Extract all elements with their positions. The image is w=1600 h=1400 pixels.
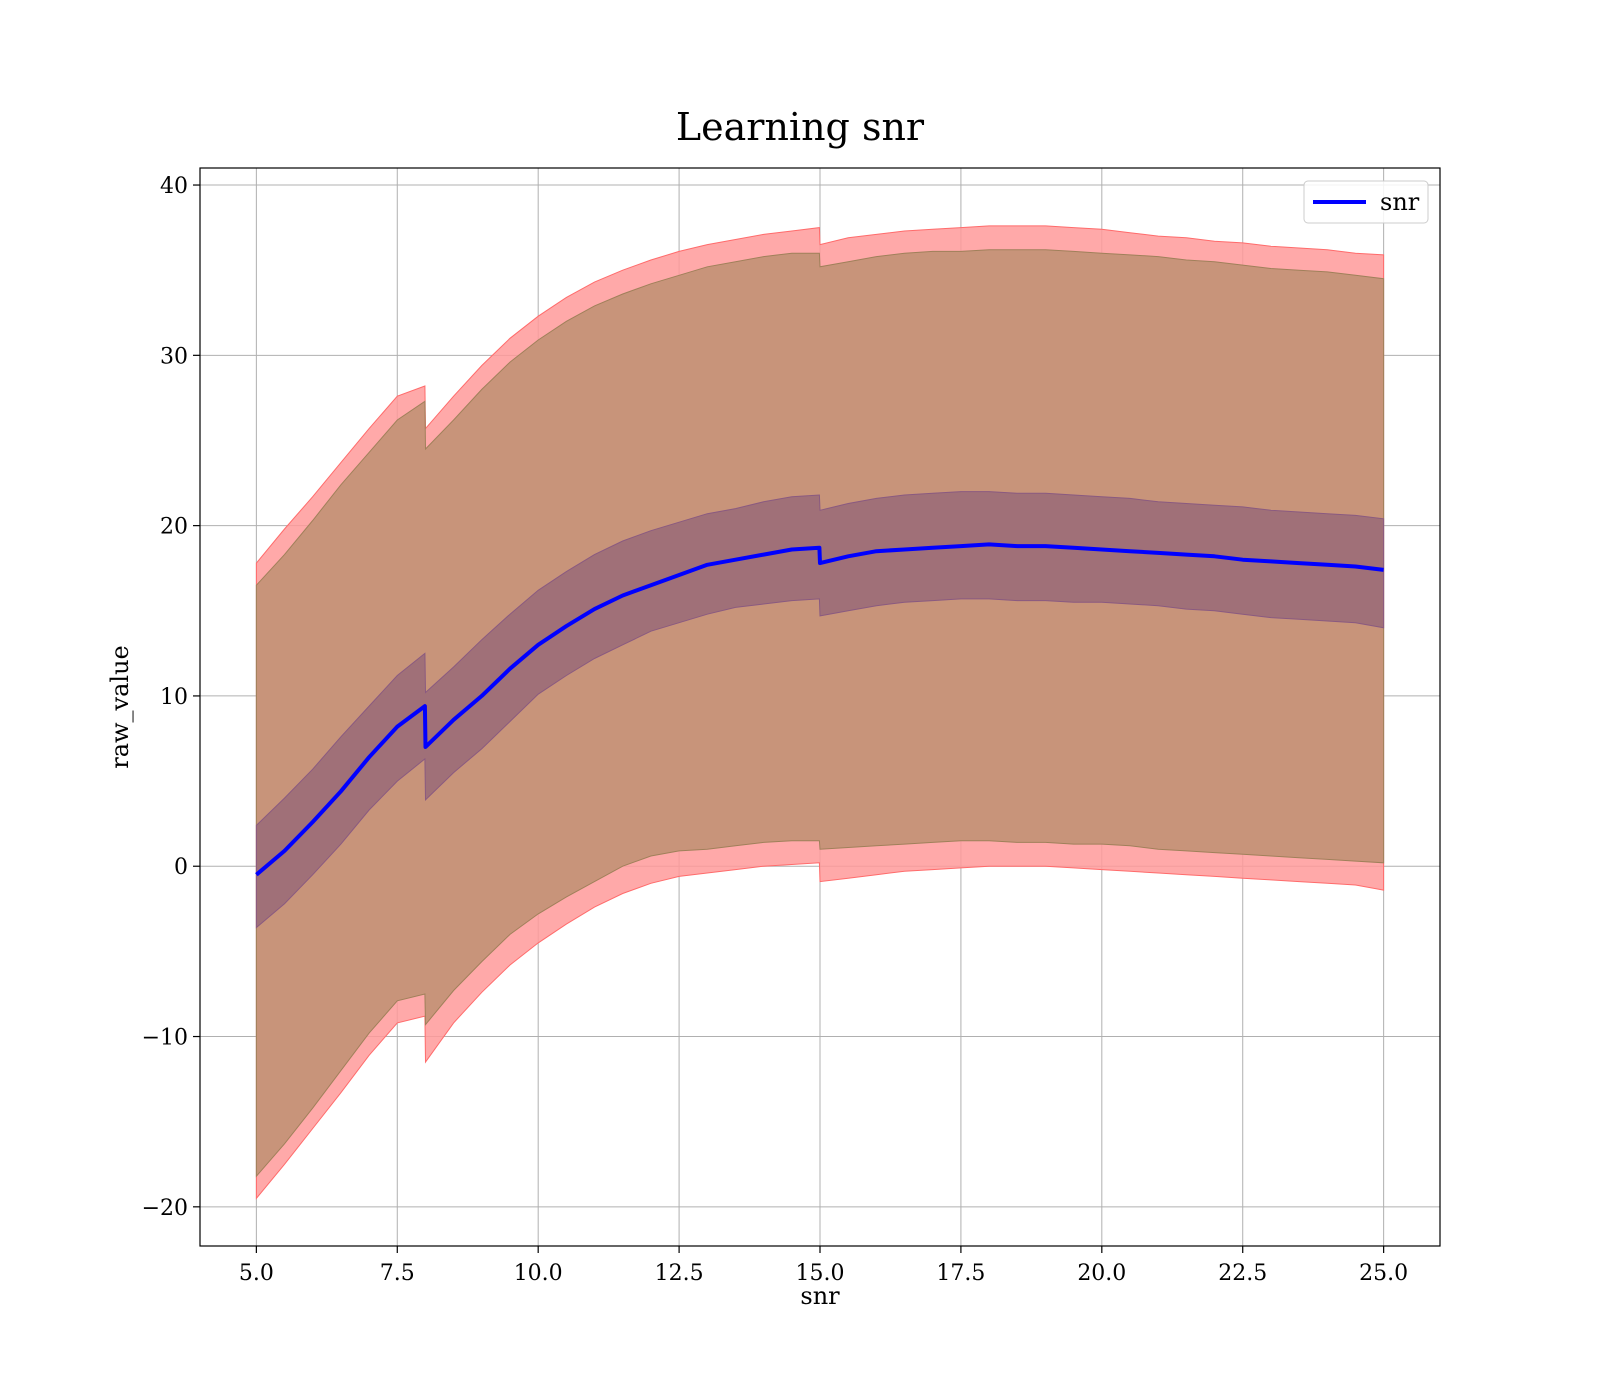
x-tick-label: 7.5 [380,1261,415,1286]
legend-label-snr: snr [1380,188,1420,216]
chart-title: Learning snr [676,105,925,149]
y-tick-label: 30 [160,344,188,369]
legend: snr [1303,180,1429,224]
x-tick-label: 10.0 [514,1261,563,1286]
y-tick-label: 0 [174,855,188,880]
y-axis-label: raw_value [106,645,134,769]
series-line-snr [255,542,1384,877]
x-axis-label: snr [800,1282,840,1310]
y-tick-label: 40 [160,174,188,199]
x-tick-label: 12.5 [655,1261,704,1286]
x-axis: 5.0 7.5 10.0 12.5 15.0 17.5 20.0 22.5 25.0 [239,1246,1408,1286]
y-tick-label: −10 [142,1026,188,1051]
x-tick-label: 15.0 [796,1261,845,1286]
mid-band [255,249,1385,1178]
y-tick-label: 10 [160,685,188,710]
inner-band [255,491,1385,929]
lines [255,542,1384,877]
y-axis: −20 −10 0 10 20 30 40 [142,174,200,1221]
y-tick-label: −20 [142,1196,188,1221]
x-tick-label: 25.0 [1359,1261,1408,1286]
x-tick-label: 20.0 [1077,1261,1126,1286]
x-tick-label: 22.5 [1218,1261,1267,1286]
bands [255,225,1385,1200]
y-tick-label: 20 [160,515,188,540]
x-tick-label: 17.5 [936,1261,985,1286]
x-tick-label: 5.0 [239,1261,274,1286]
